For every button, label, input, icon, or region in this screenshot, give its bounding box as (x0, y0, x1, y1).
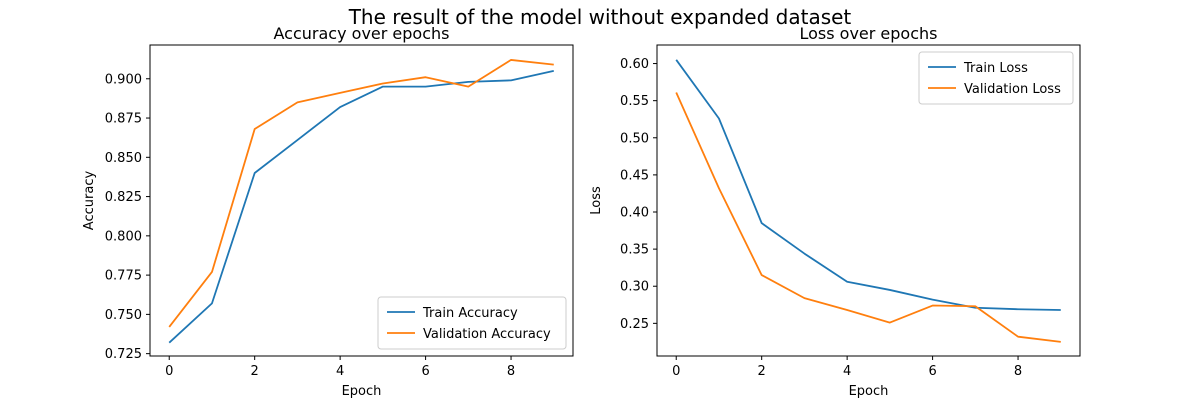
loss-x-tick-label: 8 (1014, 364, 1022, 379)
loss-chart: Loss over epochs 0 2 4 6 8 0.25 0.30 0.35 0.40 0.4… (589, 24, 1081, 399)
loss-x-tick-label: 2 (758, 364, 766, 379)
loss-y-tick-label: 0.35 (620, 243, 649, 258)
accuracy-chart: Accuracy over epochs 0 2 4 6 8 0.725 0.750 0.775… (82, 24, 574, 399)
accuracy-x-tick-label: 4 (336, 364, 344, 379)
loss-axes-frame (656, 44, 1081, 357)
accuracy-x-tick-label: 6 (421, 364, 429, 379)
accuracy-y-tick-label: 0.800 (105, 229, 142, 244)
accuracy-x-tick-label: 0 (165, 364, 173, 379)
accuracy-legend-box (377, 296, 567, 350)
loss-x-tick-label: 6 (928, 364, 936, 379)
accuracy-y-tick-label: 0.825 (105, 190, 142, 205)
loss-legend-label-2: Validation Loss (964, 82, 1061, 97)
accuracy-series-line-2 (168, 59, 554, 328)
loss-series-line-2 (675, 92, 1061, 343)
loss-legend-box (918, 51, 1074, 105)
loss-y-tick-label: 0.25 (620, 317, 649, 332)
loss-series-line-1 (675, 59, 1061, 311)
accuracy-legend: Train Accuracy Validation Accuracy (377, 296, 567, 350)
accuracy-x-tick-label: 2 (251, 364, 259, 379)
accuracy-y-tick-label: 0.775 (105, 269, 142, 284)
accuracy-y-tick-label: 0.850 (105, 151, 142, 166)
accuracy-axes-frame (149, 44, 574, 357)
loss-x-tick-label: 4 (843, 364, 851, 379)
loss-x-axis-label: Epoch (849, 384, 889, 399)
loss-chart-title: Loss over epochs (799, 24, 937, 43)
accuracy-y-axis-label: Accuracy (82, 171, 97, 231)
accuracy-y-tick-label: 0.875 (105, 112, 142, 127)
figure-suptitle: The result of the model without expanded… (348, 5, 852, 29)
loss-legend-label-1: Train Loss (963, 61, 1028, 76)
loss-y-tick-label: 0.60 (620, 57, 649, 72)
accuracy-y-tick-label: 0.725 (105, 347, 142, 362)
loss-y-tick-label: 0.45 (620, 168, 649, 183)
accuracy-x-tick-label: 8 (507, 364, 515, 379)
loss-y-tick-label: 0.30 (620, 280, 649, 295)
loss-y-tick-label: 0.50 (620, 131, 649, 146)
accuracy-y-tick-label: 0.900 (105, 72, 142, 87)
accuracy-y-tick-label: 0.750 (105, 308, 142, 323)
loss-x-tick-label: 0 (672, 364, 680, 379)
loss-y-tick-label: 0.40 (620, 206, 649, 221)
loss-y-axis-label: Loss (589, 186, 604, 215)
loss-y-tick-label: 0.55 (620, 94, 649, 109)
accuracy-x-axis-label: Epoch (342, 384, 382, 399)
loss-legend: Train Loss Validation Loss (918, 51, 1074, 105)
accuracy-chart-title: Accuracy over epochs (274, 24, 450, 43)
accuracy-legend-label-2: Validation Accuracy (423, 327, 551, 342)
accuracy-series-line-1 (168, 70, 554, 344)
accuracy-legend-label-1: Train Accuracy (422, 306, 518, 321)
